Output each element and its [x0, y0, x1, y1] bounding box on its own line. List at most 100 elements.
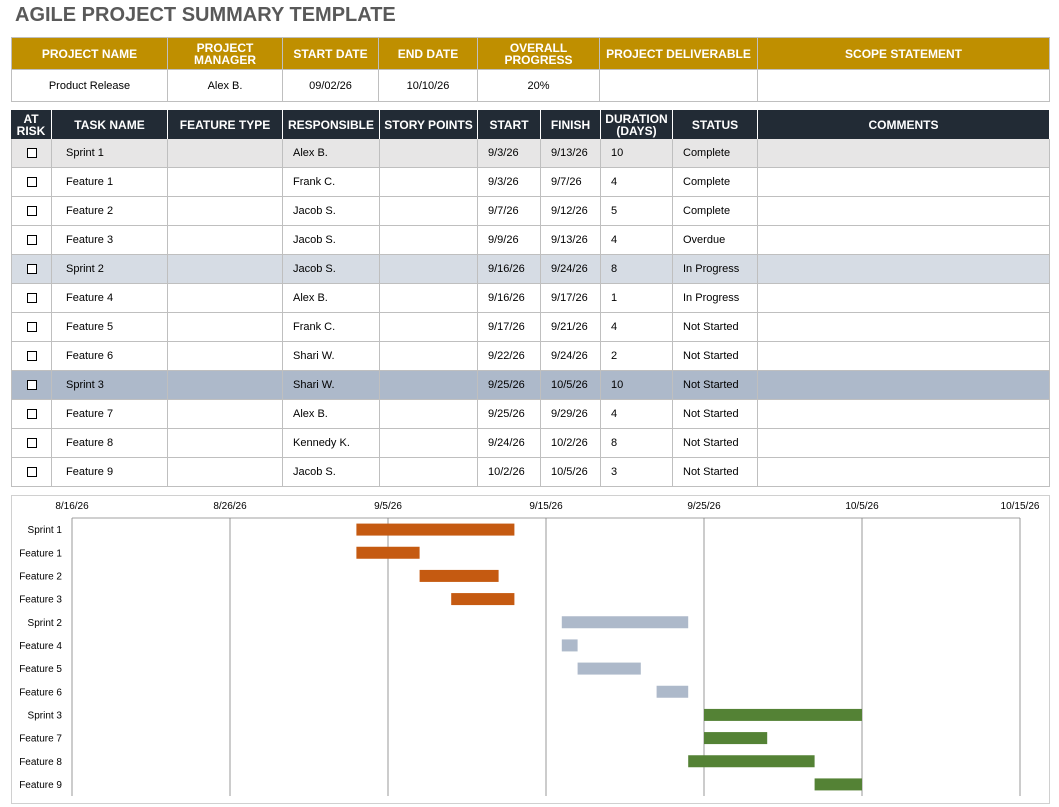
- task-duration: 5: [601, 197, 673, 226]
- checkbox[interactable]: [26, 438, 37, 448]
- task-cell: [11, 458, 52, 487]
- task-cell: [758, 400, 1050, 429]
- task-header: STATUS: [673, 110, 758, 139]
- task-status: Complete: [673, 168, 758, 197]
- task-responsible: Frank C.: [283, 168, 380, 197]
- checkbox[interactable]: [26, 380, 37, 390]
- gantt-bar: [561, 639, 578, 652]
- x-tick-label: 10/15/26: [1001, 501, 1040, 512]
- checkbox[interactable]: [26, 409, 37, 419]
- task-cell: [380, 168, 478, 197]
- task-responsible: Kennedy K.: [283, 429, 380, 458]
- task-responsible: Shari W.: [283, 371, 380, 400]
- task-cell: [380, 429, 478, 458]
- summary-header: PROJECT NAME: [11, 37, 168, 70]
- task-start: 9/17/26: [478, 313, 541, 342]
- task-cell: [11, 168, 52, 197]
- task-start: 9/3/26: [478, 139, 541, 168]
- task-status: Complete: [673, 197, 758, 226]
- row-label: Feature 6: [19, 687, 62, 698]
- task-task: Feature 3: [52, 226, 168, 255]
- task-responsible: Jacob S.: [283, 197, 380, 226]
- task-finish: 9/13/26: [541, 139, 601, 168]
- task-cell: [758, 371, 1050, 400]
- row-label: Feature 3: [19, 595, 62, 606]
- row-label: Feature 4: [19, 641, 62, 652]
- task-cell: [168, 400, 283, 429]
- task-task: Feature 1: [52, 168, 168, 197]
- checkbox[interactable]: [26, 293, 37, 303]
- gantt-bar: [561, 616, 689, 629]
- task-duration: 10: [601, 371, 673, 400]
- task-cell: [11, 284, 52, 313]
- task-cell: [758, 139, 1050, 168]
- task-header: START: [478, 110, 541, 139]
- task-finish: 10/2/26: [541, 429, 601, 458]
- task-status: Not Started: [673, 429, 758, 458]
- checkbox[interactable]: [26, 235, 37, 245]
- task-duration: 4: [601, 226, 673, 255]
- task-task: Sprint 1: [52, 139, 168, 168]
- checkbox[interactable]: [26, 351, 37, 361]
- checkbox[interactable]: [26, 322, 37, 332]
- task-task: Feature 5: [52, 313, 168, 342]
- task-start: 9/22/26: [478, 342, 541, 371]
- checkbox[interactable]: [26, 177, 37, 187]
- task-cell: [380, 226, 478, 255]
- gantt-bar: [688, 755, 815, 768]
- x-tick-label: 10/5/26: [845, 501, 879, 512]
- summary-header: SCOPE STATEMENT: [758, 37, 1050, 70]
- checkbox[interactable]: [26, 467, 37, 477]
- gantt-bar: [451, 593, 515, 606]
- task-cell: [758, 313, 1050, 342]
- task-cell: [168, 139, 283, 168]
- checkbox[interactable]: [26, 264, 37, 274]
- task-cell: [758, 284, 1050, 313]
- task-responsible: Frank C.: [283, 313, 380, 342]
- task-start: 10/2/26: [478, 458, 541, 487]
- row-label: Sprint 3: [28, 710, 63, 721]
- checkbox[interactable]: [26, 206, 37, 216]
- task-status: Not Started: [673, 313, 758, 342]
- task-finish: 10/5/26: [541, 371, 601, 400]
- task-duration: 3: [601, 458, 673, 487]
- task-start: 9/16/26: [478, 255, 541, 284]
- summary-header: OVERALL PROGRESS: [478, 37, 600, 70]
- task-cell: [168, 168, 283, 197]
- summary-value: Product Release: [11, 70, 168, 102]
- row-label: Feature 2: [19, 571, 62, 582]
- summary-header: PROJECT DELIVERABLE: [600, 37, 758, 70]
- task-start: 9/24/26: [478, 429, 541, 458]
- task-cell: [11, 313, 52, 342]
- task-header: FEATURE TYPE: [168, 110, 283, 139]
- task-status: Not Started: [673, 342, 758, 371]
- task-cell: [11, 226, 52, 255]
- gantt-bar: [814, 778, 862, 791]
- task-duration: 4: [601, 400, 673, 429]
- task-header: TASK NAME: [52, 110, 168, 139]
- task-cell: [758, 429, 1050, 458]
- task-duration: 8: [601, 255, 673, 284]
- gantt-bar: [356, 523, 515, 536]
- task-cell: [11, 371, 52, 400]
- task-cell: [168, 284, 283, 313]
- task-cell: [758, 197, 1050, 226]
- task-responsible: Alex B.: [283, 139, 380, 168]
- task-task: Sprint 2: [52, 255, 168, 284]
- task-cell: [11, 342, 52, 371]
- x-tick-label: 9/25/26: [687, 501, 721, 512]
- task-cell: [168, 255, 283, 284]
- gantt-bar: [356, 546, 420, 559]
- task-start: 9/25/26: [478, 371, 541, 400]
- task-cell: [758, 168, 1050, 197]
- checkbox[interactable]: [26, 148, 37, 158]
- task-finish: 9/13/26: [541, 226, 601, 255]
- task-status: In Progress: [673, 284, 758, 313]
- task-task: Feature 6: [52, 342, 168, 371]
- task-task: Sprint 3: [52, 371, 168, 400]
- task-cell: [380, 371, 478, 400]
- task-header: COMMENTS: [758, 110, 1050, 139]
- row-label: Sprint 2: [28, 618, 63, 629]
- task-cell: [380, 313, 478, 342]
